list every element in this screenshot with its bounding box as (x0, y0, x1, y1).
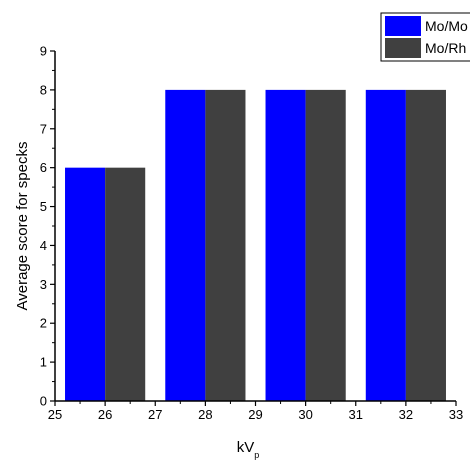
legend-swatch-mo-rh (385, 38, 421, 58)
x-tick-label: 26 (98, 407, 112, 422)
x-tick-label: 32 (399, 407, 413, 422)
y-tick-label: 1 (40, 355, 47, 370)
x-tick-label: 30 (298, 407, 312, 422)
legend-label-mo-rh: Mo/Rh (425, 40, 466, 56)
y-ticks-group: 0 1 2 3 4 5 6 7 8 9 (40, 44, 55, 409)
y-tick-label: 3 (40, 277, 47, 292)
y-tick-label: 7 (40, 121, 47, 136)
bars-group (65, 89, 446, 401)
legend: Mo/Mo Mo/Rh (380, 12, 470, 62)
bar-mo-mo-32 (365, 89, 406, 401)
x-axis-title: kVp (237, 439, 260, 460)
y-tick-label: 6 (40, 160, 47, 175)
legend-label-mo-mo: Mo/Mo (425, 18, 468, 34)
bar-mo-mo-30 (265, 89, 306, 401)
x-ticks-group: 25 26 27 28 29 30 31 32 33 (48, 401, 463, 422)
legend-swatch-mo-mo (385, 16, 421, 36)
y-tick-label: 4 (40, 238, 47, 253)
x-tick-label: 25 (48, 407, 62, 422)
y-tick-label: 2 (40, 316, 47, 331)
y-tick-label: 9 (40, 44, 47, 59)
x-tick-label: 27 (148, 407, 162, 422)
y-tick-label: 5 (40, 199, 47, 214)
bar-mo-rh-32 (405, 89, 446, 401)
y-tick-label: 0 (40, 394, 47, 409)
bar-mo-rh-30 (305, 89, 346, 401)
y-axis-title: Average score for specks (14, 142, 31, 311)
x-tick-label: 29 (248, 407, 262, 422)
bar-mo-rh-26 (105, 167, 146, 401)
y-tick-label: 8 (40, 82, 47, 97)
bar-mo-rh-28 (205, 89, 246, 401)
x-axis-title-subscript: p (254, 450, 259, 460)
x-tick-label: 33 (449, 407, 463, 422)
bar-mo-mo-26 (65, 167, 106, 401)
bar-mo-mo-28 (165, 89, 206, 401)
x-tick-label: 28 (198, 407, 212, 422)
x-tick-label: 31 (349, 407, 363, 422)
